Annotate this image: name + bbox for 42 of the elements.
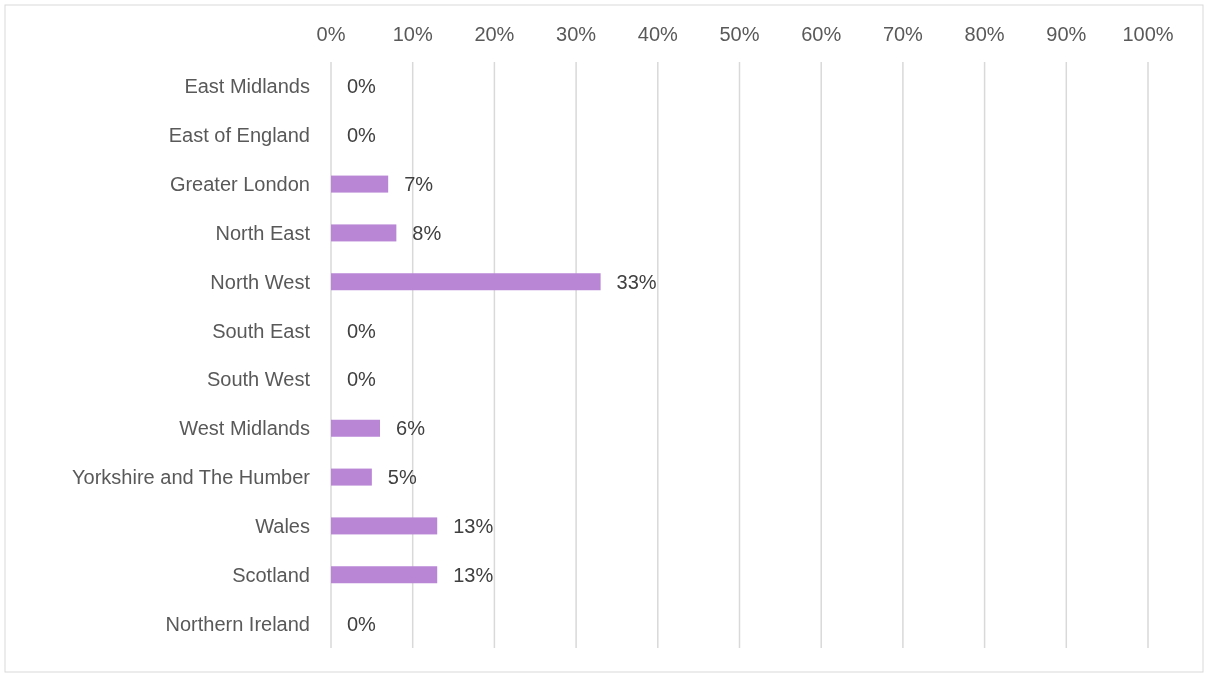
x-tick-label: 30% [556,23,597,45]
bar [331,224,397,242]
y-tick-label: Scotland [232,563,310,586]
x-tick-label: 20% [474,23,515,45]
bar [331,517,438,535]
y-tick-label: Northern Ireland [165,612,310,635]
y-tick-label: East Midlands [184,75,310,98]
x-tick-label: 90% [1046,23,1087,45]
data-label: 33% [616,270,657,293]
data-label: 0% [347,612,377,635]
x-tick-label: 70% [882,23,924,45]
data-label: 8% [412,221,442,244]
x-tick-label: 80% [964,23,1005,45]
x-tick-label: 60% [801,23,842,45]
data-label: 13% [453,563,494,586]
bar [331,273,601,291]
bar [331,566,438,584]
x-tick-label: 40% [637,23,679,45]
bar [331,419,381,437]
data-label: 0% [347,75,377,98]
y-tick-label: Yorkshire and The Humber [72,466,311,489]
x-tick-label: 10% [392,23,433,45]
data-label: 6% [396,417,426,440]
data-label: 13% [453,514,494,537]
x-tick-label: 100% [1122,23,1174,45]
y-tick-label: East of England [168,124,310,147]
data-label: 5% [387,466,417,489]
x-tick-label: 50% [719,23,760,45]
y-tick-label: South West [206,368,311,391]
y-tick-label: North West [210,270,311,293]
bar [331,468,372,486]
data-label: 0% [347,319,377,342]
y-tick-label: Wales [255,514,310,537]
data-label: 0% [347,368,377,391]
y-tick-label: North East [215,221,311,244]
data-label: 7% [404,173,434,196]
data-label: 0% [347,124,377,147]
y-tick-label: South East [212,319,311,342]
bar [331,175,389,193]
y-tick-label: Greater London [169,173,310,196]
y-tick-label: West Midlands [179,417,310,440]
x-tick-label: 0% [316,23,346,45]
